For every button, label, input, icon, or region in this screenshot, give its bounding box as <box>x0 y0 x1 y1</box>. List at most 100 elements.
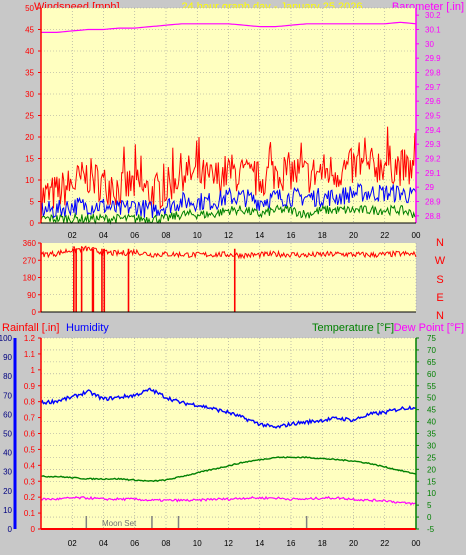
x-tick-label: 22 <box>380 539 389 548</box>
humidity-tick-label: 10 <box>3 506 12 515</box>
temperature-tick-label: 15 <box>427 477 436 486</box>
y-left-tick-label: 25 <box>25 112 34 121</box>
humidity-tick-label: 50 <box>3 430 12 439</box>
x-tick-label: 14 <box>255 231 264 240</box>
compass-letter: N <box>436 310 444 322</box>
x-tick-label: 14 <box>255 539 264 548</box>
temperature-tick-label: 30 <box>427 441 436 450</box>
rainfall-tick-label: 0.7 <box>24 414 36 423</box>
rainfall-tick-label: 0.1 <box>24 509 36 518</box>
x-tick-label: 22 <box>380 231 389 240</box>
humidity-tick-label: 30 <box>3 468 12 477</box>
y-right-tick-label: 30.1 <box>425 26 441 35</box>
direction-tick-label: 0 <box>32 308 37 317</box>
y-left-tick-label: 30 <box>25 90 34 99</box>
y-right-tick-label: 28.8 <box>425 212 441 221</box>
rainfall-tick-label: 0.9 <box>24 382 36 391</box>
x-tick-label: 20 <box>349 539 358 548</box>
x-tick-label: 02 <box>68 231 77 240</box>
temperature-tick-label: 10 <box>427 489 436 498</box>
direction-tick-label: 180 <box>23 274 37 283</box>
compass-letter: E <box>436 292 443 304</box>
temperature-tick-label: 45 <box>427 406 436 415</box>
humidity-tick-label: 0 <box>8 525 13 534</box>
wind-series-minimum <box>40 204 417 225</box>
rainfall-tick-label: 0.5 <box>24 445 36 454</box>
direction-tick-label: 90 <box>27 291 36 300</box>
y-right-tick-label: 30 <box>425 40 434 49</box>
y-right-tick-label: 29.5 <box>425 112 441 121</box>
humidity-tick-label: 80 <box>3 372 12 381</box>
compass-letter: S <box>436 274 443 286</box>
y-left-tick-label: 50 <box>25 4 34 13</box>
temperature-tick-label: 60 <box>427 370 436 379</box>
x-tick-label: 16 <box>287 231 296 240</box>
temperature-line <box>40 455 417 483</box>
x-tick-label: 18 <box>318 231 327 240</box>
dewpoint-line <box>40 495 417 506</box>
y-left-tick-label: 20 <box>25 133 34 142</box>
x-tick-label: 02 <box>68 539 77 548</box>
temperature-tick-label: 55 <box>427 382 436 391</box>
y-right-tick-label: 29.8 <box>425 69 441 78</box>
y-left-tick-label: 40 <box>25 47 34 56</box>
y-right-tick-label: 29.9 <box>425 54 441 63</box>
x-tick-label: 08 <box>162 231 171 240</box>
x-tick-label: 04 <box>99 539 108 548</box>
y-left-tick-label: 10 <box>25 176 34 185</box>
temperature-tick-label: 70 <box>427 346 436 355</box>
x-tick-label: 16 <box>287 539 296 548</box>
temperature-tick-label: 35 <box>427 430 436 439</box>
rainfall-tick-label: 1.1 <box>24 350 36 359</box>
compass-letter: W <box>435 255 446 267</box>
temperature-tick-label: 5 <box>427 501 432 510</box>
x-tick-label: 20 <box>349 231 358 240</box>
rainfall-axis-title: Rainfall [.in] <box>2 322 59 334</box>
x-tick-label: 10 <box>193 539 202 548</box>
x-tick-label: 10 <box>193 231 202 240</box>
humidity-tick-label: 40 <box>3 449 12 458</box>
moon-set-label: Moon Set <box>102 519 137 528</box>
rainfall-tick-label: 0 <box>31 525 36 534</box>
y-right-tick-label: 30.2 <box>425 11 441 20</box>
rainfall-tick-label: 0.3 <box>24 477 36 486</box>
compass-letter: N <box>436 237 444 249</box>
rainfall-tick-label: 0.6 <box>24 430 36 439</box>
x-tick-label: 06 <box>130 231 139 240</box>
rainfall-tick-label: 0.8 <box>24 398 36 407</box>
y-left-tick-label: 45 <box>25 26 34 35</box>
y-right-tick-label: 29.4 <box>425 126 441 135</box>
temperature-tick-label: 0 <box>427 513 432 522</box>
y-right-tick-label: 28.9 <box>425 198 441 207</box>
temperature-tick-label: 40 <box>427 418 436 427</box>
y-right-tick-label: 29.2 <box>425 155 441 164</box>
barometer-line <box>41 21 417 33</box>
y-right-tick-label: 29.1 <box>425 169 441 178</box>
rainfall-tick-label: 1.2 <box>24 334 36 343</box>
humidity-tick-label: 70 <box>3 391 12 400</box>
y-left-tick-label: 0 <box>30 219 35 228</box>
wind-series-gust <box>40 126 417 217</box>
x-tick-label: 08 <box>162 539 171 548</box>
x-tick-label: 12 <box>224 539 233 548</box>
y-left-tick-label: 35 <box>25 69 34 78</box>
rainfall-tick-label: 0.4 <box>24 461 36 470</box>
direction-tick-label: 270 <box>23 256 37 265</box>
x-tick-label: 12 <box>224 231 233 240</box>
direction-tick-label: 360 <box>23 239 37 248</box>
x-tick-label: 18 <box>318 539 327 548</box>
humidity-tick-label: 60 <box>3 410 12 419</box>
grid-2 <box>41 243 417 312</box>
temperature-tick-label: 65 <box>427 358 436 367</box>
y-right-tick-label: 29 <box>425 183 434 192</box>
y-left-tick-label: 15 <box>25 155 34 164</box>
y-right-tick-label: 29.7 <box>425 83 441 92</box>
grid-3 <box>41 337 417 529</box>
x-tick-label: 00 <box>412 539 421 548</box>
x-tick-label: 04 <box>99 231 108 240</box>
temperature-axis-title: Temperature [°F] <box>312 322 394 334</box>
humidity-axis-title: Humidity <box>66 322 109 334</box>
x-tick-label: 06 <box>130 539 139 548</box>
humidity-tick-label: 90 <box>3 353 12 362</box>
